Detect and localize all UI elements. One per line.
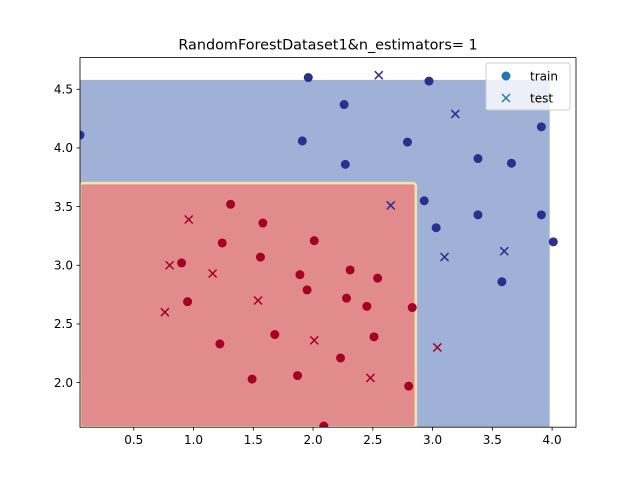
train-point (369, 332, 379, 342)
train-point (340, 159, 350, 169)
x-tick-label: 2.5 (363, 433, 382, 447)
plot-frame (79, 57, 577, 428)
y-tick-label: 4.5 (54, 83, 73, 97)
train-point (339, 100, 349, 110)
train-point (342, 293, 352, 303)
test-point (374, 70, 384, 80)
train-point (319, 421, 329, 428)
train-point (226, 199, 236, 209)
decision-regions (80, 79, 550, 428)
train-point (255, 252, 265, 262)
train-point (80, 130, 85, 140)
legend-test-marker (501, 93, 511, 103)
train-point (362, 301, 372, 311)
test-point (253, 295, 263, 306)
test-point (309, 335, 319, 345)
train-point (247, 374, 257, 384)
train-point (424, 76, 434, 86)
test-point (365, 373, 375, 383)
y-tick-label: 3.0 (54, 259, 73, 273)
test-point (386, 200, 396, 210)
train-point (407, 303, 417, 313)
x-tick-label: 0.5 (124, 433, 143, 447)
chart-title: RandomForestDataset1&n_estimators= 1 (178, 38, 477, 54)
train-point (419, 196, 429, 206)
train-point (336, 353, 346, 363)
legend: train test (485, 62, 571, 111)
x-tick-label: 2.0 (304, 433, 323, 447)
train-point (309, 236, 319, 246)
train-point (303, 73, 313, 83)
test-point (439, 252, 450, 262)
train-point (295, 270, 305, 280)
test-point (450, 109, 460, 119)
x-axis-ticks: 0.5 1.0 1.5 2.0 2.5 3.0 3.5 4.0 (124, 427, 562, 447)
test-point (184, 214, 194, 225)
train-point (506, 158, 516, 168)
train-point (258, 218, 268, 228)
train-point (548, 237, 558, 247)
train-point (177, 258, 187, 268)
x-tick-label: 1.5 (244, 433, 263, 447)
x-tick-label: 3.0 (423, 433, 442, 447)
y-tick-label: 4.0 (54, 141, 73, 155)
train-point (473, 210, 483, 220)
train-point (473, 154, 483, 164)
train-point (297, 136, 307, 146)
train-point (536, 122, 546, 132)
train-point (217, 238, 227, 248)
test-point (499, 246, 509, 256)
train-point (302, 285, 312, 295)
y-tick-label: 2.0 (54, 376, 73, 390)
train-point (497, 277, 507, 287)
test-point (208, 268, 218, 279)
y-axis-ticks: 2.0 2.5 3.0 3.5 4.0 4.5 (54, 83, 80, 390)
y-tick-label: 3.5 (54, 200, 73, 214)
y-tick-label: 2.5 (54, 317, 73, 331)
train-point (402, 137, 412, 147)
legend-train-label: train (530, 70, 558, 84)
x-tick-label: 4.0 (543, 433, 562, 447)
train-point (404, 381, 414, 391)
data-points (80, 70, 558, 428)
train-point (215, 339, 225, 349)
test-point (165, 260, 175, 270)
test-point (160, 307, 170, 317)
legend-test-label: test (530, 92, 553, 106)
train-point (431, 223, 441, 233)
legend-train-marker (501, 71, 511, 81)
x-tick-label: 1.0 (184, 433, 203, 447)
train-point (345, 265, 355, 275)
train-point (270, 330, 280, 340)
train-point (373, 273, 383, 283)
test-point (432, 342, 442, 352)
train-point (536, 210, 546, 220)
x-tick-label: 3.5 (483, 433, 502, 447)
train-point (293, 371, 303, 381)
train-point (183, 297, 193, 307)
